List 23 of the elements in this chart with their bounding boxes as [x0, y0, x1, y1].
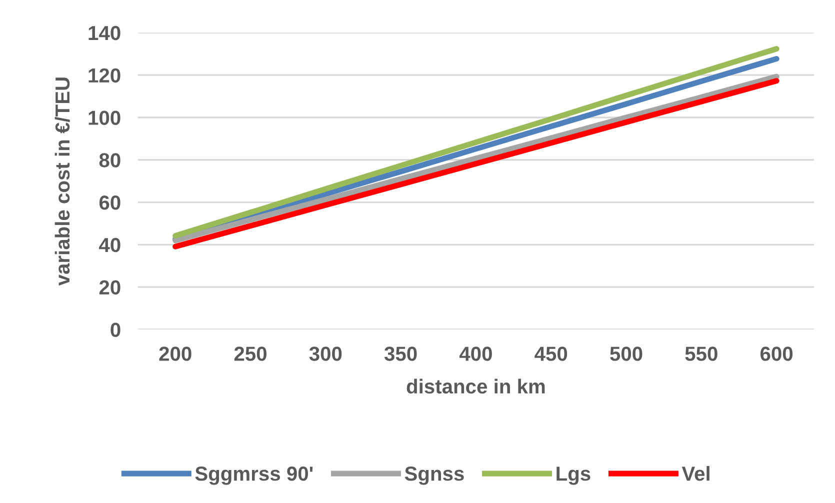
y-tick-label: 40: [99, 238, 120, 252]
x-tick-label: 350: [384, 346, 417, 361]
y-tick-label: 120: [88, 68, 120, 83]
y-tick-label: 20: [99, 280, 120, 295]
y-tick-label: 80: [99, 153, 120, 168]
legend-label: Lgs: [556, 466, 590, 485]
x-tick-label: 300: [309, 346, 342, 361]
x-tick-label: 600: [760, 346, 793, 361]
x-tick-label: 450: [534, 346, 568, 361]
y-axis-title: variable cost in €/TEU: [54, 78, 70, 286]
x-tick-label: 250: [234, 346, 266, 361]
y-tick-label: 100: [88, 110, 120, 125]
y-tick-label: 0: [110, 322, 120, 337]
legend-label: Sggmrss 90': [195, 466, 313, 485]
y-tick-label: 140: [88, 26, 120, 40]
x-axis-title: distance in km: [406, 378, 545, 394]
legend-label: Sgnss: [404, 466, 464, 485]
x-tick-label: 500: [610, 346, 642, 361]
y-tick-label: 60: [99, 196, 120, 210]
x-tick-label: 550: [685, 346, 718, 361]
x-tick-label: 400: [459, 346, 492, 361]
x-tick-label: 200: [159, 346, 192, 361]
legend-label: Vel: [682, 466, 710, 481]
